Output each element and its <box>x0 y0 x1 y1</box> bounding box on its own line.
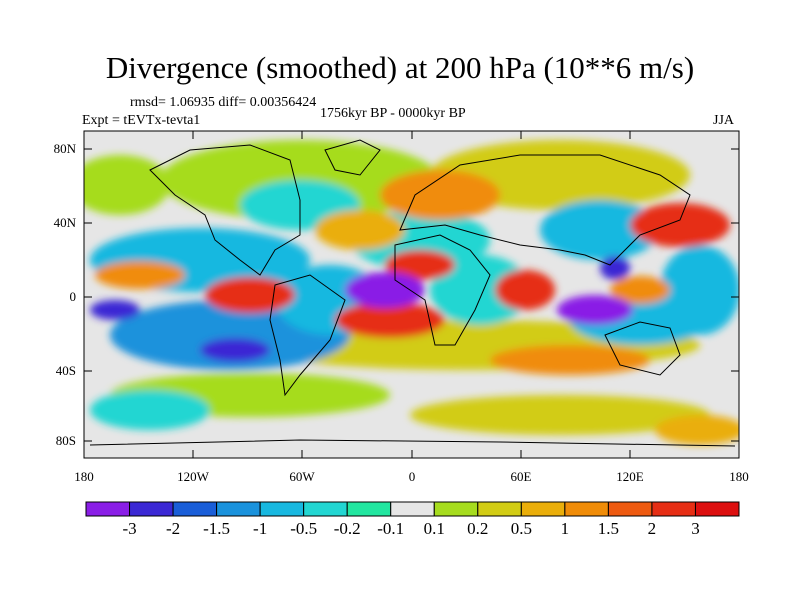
lat-tick-label: 80S <box>55 433 76 448</box>
colorbar-swatch <box>477 501 522 517</box>
plot-title: Divergence (smoothed) at 200 hPa (10**6 … <box>105 50 695 85</box>
lat-tick-label: 40S <box>55 363 76 378</box>
colorbar-tick-label: 0.5 <box>510 519 532 538</box>
lon-tick-label: 180 <box>74 469 94 484</box>
contour-region <box>630 203 730 247</box>
contour-region <box>90 390 210 430</box>
contour-region <box>430 255 530 325</box>
colorbar-swatch <box>172 501 218 517</box>
south-america-outline <box>269 274 346 397</box>
contour-region <box>200 338 270 362</box>
colorbar-swatch <box>433 501 479 517</box>
lat-tick-label: 40N <box>53 215 76 230</box>
stats-label: rmsd= 1.06935 diff= 0.00356424 <box>130 95 317 110</box>
lon-tick-label: 120E <box>616 469 644 484</box>
contour-region <box>335 302 445 338</box>
colorbar-tick-label: -3 <box>122 519 137 538</box>
contour-field <box>84 140 739 445</box>
colorbar-swatch <box>259 501 305 517</box>
contour-region <box>660 245 739 335</box>
contour-region <box>90 300 140 320</box>
colorbar-swatch <box>607 501 653 517</box>
greenland-outline <box>324 139 381 176</box>
coastlines <box>89 139 736 447</box>
contour-region <box>610 276 670 304</box>
contour-region <box>84 155 170 215</box>
colorbar-tick-label: -0.1 <box>377 519 405 538</box>
colorbar-swatch <box>346 501 392 517</box>
contour-region <box>380 170 500 220</box>
contour-region <box>600 256 630 280</box>
colorbar-tick-label: 0.2 <box>467 519 489 538</box>
contour-region <box>345 272 425 308</box>
experiment-label: Expt = tEVTx-tevta1 <box>82 113 201 128</box>
colorbar-tick-label: 1.5 <box>597 519 620 538</box>
axis-ticks <box>84 131 739 458</box>
contour-region <box>205 277 295 313</box>
contour-region <box>315 210 405 250</box>
lon-tick-label: 120W <box>177 469 209 484</box>
colorbar <box>85 501 740 517</box>
lon-tick-label: 60E <box>510 469 532 484</box>
colorbar-swatch <box>216 501 261 517</box>
contour-region <box>490 345 650 375</box>
colorbar-tick-label: -0.5 <box>290 519 318 538</box>
colorbar-swatch <box>390 501 435 517</box>
colorbar-tick-label: -2 <box>165 519 181 538</box>
contour-region <box>410 395 710 435</box>
eurasia-outline <box>399 154 691 266</box>
colorbar-swatch <box>129 501 174 517</box>
colorbar-swatch <box>520 501 566 517</box>
colorbar-swatch <box>303 501 348 517</box>
time-range-label: 1756kyr BP - 0000kyr BP <box>320 106 466 121</box>
lon-tick-label: 60W <box>289 469 315 484</box>
colorbar-swatch <box>694 501 740 517</box>
contour-region <box>557 295 633 325</box>
lat-tick-label: 0 <box>69 289 77 304</box>
lon-tick-label: 180 <box>729 469 749 484</box>
colorbar-swatch <box>651 501 696 517</box>
colorbar-swatch <box>564 501 609 517</box>
contour-region <box>495 270 555 310</box>
colorbar-tick-label: -1 <box>253 519 268 538</box>
lat-tick-label: 80N <box>53 141 76 156</box>
season-label: JJA <box>713 113 735 128</box>
lon-tick-label: 0 <box>408 469 416 484</box>
colorbar-tick-label: -1.5 <box>203 519 231 538</box>
colorbar-tick-label: 2 <box>647 519 657 538</box>
contour-region <box>655 415 739 445</box>
colorbar-tick-label: 0.1 <box>423 519 445 538</box>
colorbar-swatch <box>85 501 131 517</box>
africa-outline <box>394 234 491 346</box>
australia-outline <box>604 321 681 376</box>
colorbar-tick-label: 3 <box>691 519 700 538</box>
contour-region <box>385 250 455 280</box>
north-america-outline <box>149 144 301 276</box>
contour-region <box>95 261 185 289</box>
colorbar-tick-label: 1 <box>560 519 570 538</box>
colorbar-tick-label: -0.2 <box>333 519 361 538</box>
antarctica-outline <box>89 439 736 447</box>
